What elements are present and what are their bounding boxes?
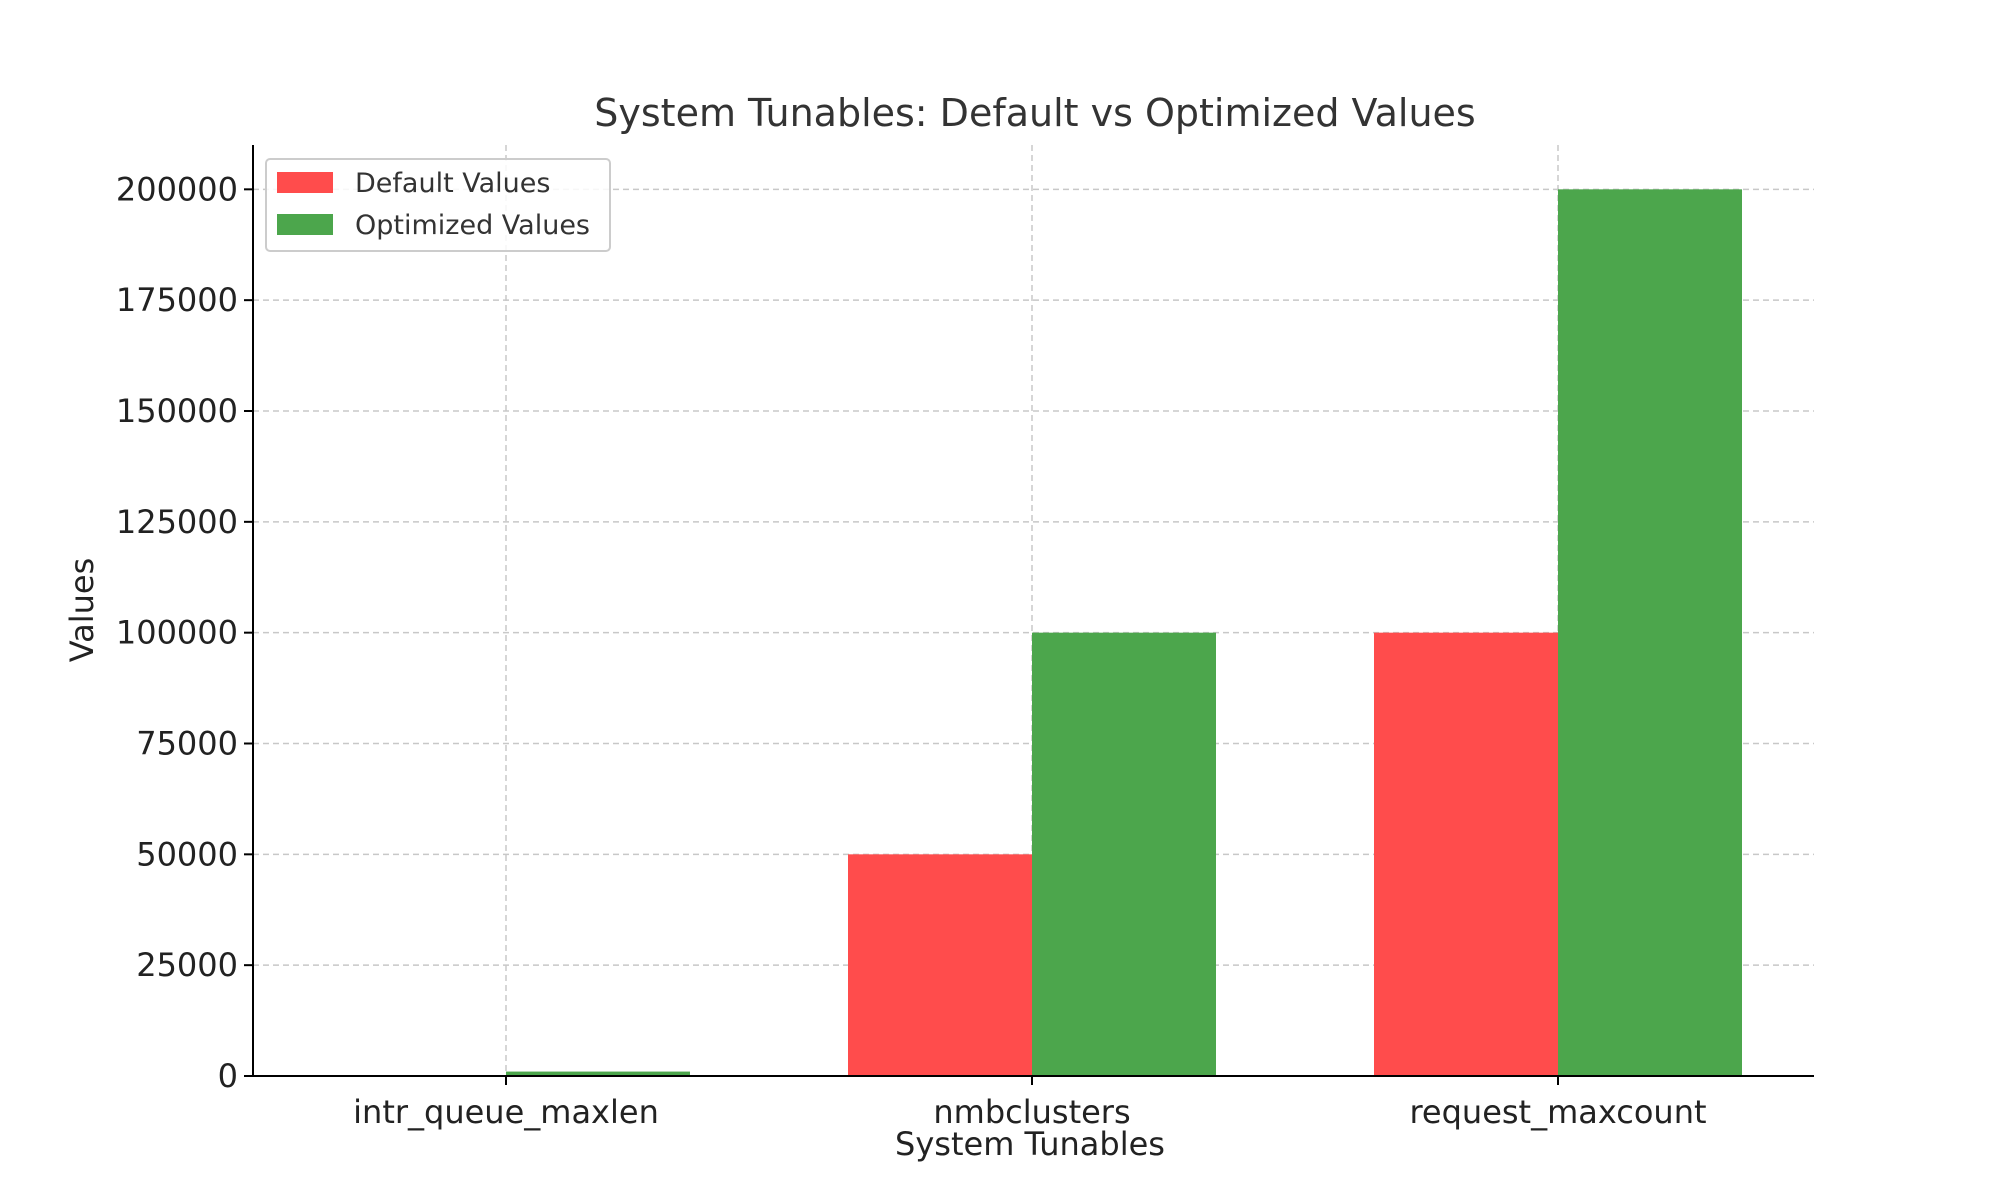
- y-tick-label: 125000: [116, 503, 238, 541]
- y-tick-label: 50000: [136, 835, 238, 873]
- y-ticks: 0 25000 50000 75000 100000 125000 150000 175000…: [116, 170, 253, 1095]
- y-tick-label: 150000: [116, 392, 238, 430]
- y-tick-label: 0: [218, 1057, 238, 1095]
- y-axis-label: Values: [63, 558, 101, 663]
- y-tick-label: 100000: [116, 614, 238, 652]
- legend-label-default: Default Values: [355, 168, 550, 199]
- bar-default-request-maxcount: [1374, 633, 1558, 1076]
- x-axis-label: System Tunables: [895, 1125, 1165, 1163]
- bar-optimized-request-maxcount: [1558, 189, 1742, 1076]
- x-tick-label: intr_queue_maxlen: [353, 1093, 659, 1131]
- y-tick-label: 75000: [136, 725, 238, 763]
- y-tick-label: 200000: [116, 170, 238, 208]
- legend-swatch-default: [277, 172, 333, 193]
- y-tick-label: 175000: [116, 281, 238, 319]
- x-tick-label: request_maxcount: [1409, 1093, 1706, 1131]
- bar-optimized-nmbclusters: [1032, 633, 1216, 1076]
- y-tick-label: 25000: [136, 946, 238, 984]
- legend-label-optimized: Optimized Values: [355, 210, 590, 241]
- legend-swatch-optimized: [277, 214, 333, 235]
- bar-default-nmbclusters: [848, 854, 1032, 1076]
- chart-title: System Tunables: Default vs Optimized Va…: [594, 91, 1475, 135]
- legend: Default Values Optimized Values: [266, 159, 610, 251]
